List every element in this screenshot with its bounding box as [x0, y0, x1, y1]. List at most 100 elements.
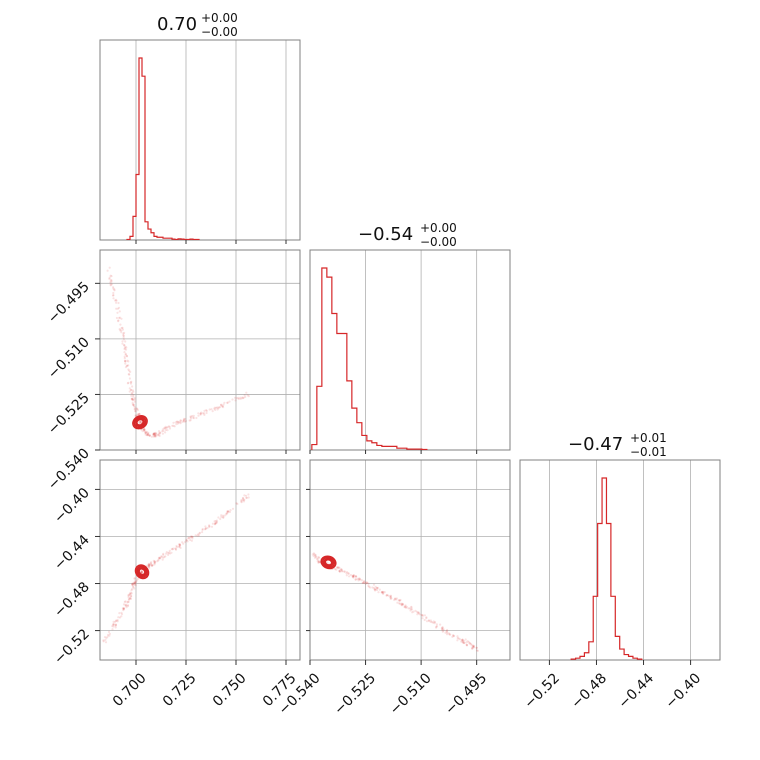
sample-point: [171, 548, 174, 551]
sample-point: [240, 501, 243, 504]
sample-point: [133, 587, 136, 590]
sample-point: [118, 316, 121, 319]
sample-point: [106, 269, 109, 272]
sample-point: [340, 568, 343, 571]
sample-point: [116, 620, 119, 623]
sample-point: [461, 638, 464, 641]
sample-point: [129, 591, 132, 594]
sample-point: [111, 623, 115, 626]
sample-point: [147, 565, 150, 568]
sample-point: [128, 373, 131, 376]
sample-point: [127, 368, 130, 371]
sample-point: [152, 435, 155, 438]
sample-point: [155, 433, 158, 436]
sample-point: [429, 620, 432, 624]
sample-point: [453, 634, 456, 638]
histogram-param-1: [311, 267, 428, 451]
sample-point: [389, 596, 392, 599]
sample-point: [111, 628, 114, 631]
sample-point: [385, 594, 388, 597]
sample-point: [184, 419, 188, 423]
sample-point: [215, 521, 218, 525]
sample-point: [126, 601, 129, 604]
sample-point: [129, 382, 133, 385]
sample-point: [161, 558, 164, 561]
sample-point: [179, 421, 182, 424]
sample-point: [146, 433, 149, 436]
sample-point: [173, 425, 176, 428]
sample-point: [316, 557, 319, 560]
sample-point: [133, 580, 136, 584]
sample-point: [169, 552, 172, 555]
sample-point: [241, 497, 244, 500]
sample-point: [475, 646, 478, 649]
sample-point: [148, 434, 151, 437]
sample-point: [367, 582, 370, 585]
sample-point: [349, 573, 352, 577]
sample-point: [150, 564, 153, 567]
sample-point: [347, 572, 350, 575]
sample-point: [128, 593, 131, 596]
sample-point: [154, 431, 157, 434]
sample-point: [124, 360, 127, 363]
sample-point: [199, 412, 202, 415]
sample-point: [164, 555, 167, 558]
sample-point: [197, 533, 200, 536]
sample-point: [458, 638, 462, 641]
sample-point: [211, 522, 214, 525]
sample-point: [400, 604, 404, 607]
sample-point: [115, 299, 118, 302]
sample-point: [140, 570, 143, 573]
sample-point: [177, 420, 180, 423]
sample-point: [112, 297, 115, 300]
sample-point: [182, 419, 186, 422]
sample-point: [158, 433, 161, 436]
sample-point: [152, 432, 155, 435]
sample-point: [123, 351, 126, 354]
sample-point: [217, 407, 220, 410]
sample-point: [131, 399, 134, 402]
sample-point: [117, 319, 120, 322]
sample-point: [410, 605, 413, 608]
tick-label-y: −0.495: [45, 279, 93, 327]
sample-point: [184, 417, 187, 421]
panel-frame: [99, 249, 301, 451]
sample-point: [174, 547, 177, 550]
sample-point: [126, 604, 130, 607]
sample-point: [120, 615, 123, 618]
sample-point: [175, 546, 179, 549]
sample-point: [345, 571, 349, 574]
sample-point: [398, 602, 401, 605]
sample-point: [168, 549, 171, 553]
sample-point: [108, 632, 111, 636]
sample-point: [112, 294, 115, 297]
title-value-1: −0.54: [358, 224, 413, 245]
sample-point: [405, 606, 408, 609]
sample-point: [119, 329, 122, 332]
sample-point: [358, 578, 362, 581]
sample-point: [120, 326, 123, 330]
sample-point: [131, 403, 134, 406]
sample-point: [442, 628, 445, 631]
sample-point: [186, 540, 189, 543]
sample-point: [134, 410, 137, 413]
sample-point: [179, 422, 182, 425]
scatter-layer: [102, 493, 250, 644]
sample-point: [115, 619, 118, 623]
sample-point: [374, 585, 377, 589]
sample-point: [153, 561, 156, 564]
sample-point: [204, 525, 207, 528]
sample-point: [174, 548, 178, 551]
sample-point: [315, 555, 318, 559]
sample-point: [222, 403, 225, 406]
sample-point: [161, 430, 164, 433]
sample-point: [129, 597, 133, 601]
sample-point: [465, 641, 468, 644]
sample-point: [475, 649, 479, 652]
sample-point: [150, 564, 154, 568]
panel-frame: [519, 459, 721, 661]
sample-point: [228, 510, 231, 514]
sample-point: [139, 419, 142, 423]
sample-point: [394, 597, 397, 600]
sample-point: [108, 277, 111, 280]
